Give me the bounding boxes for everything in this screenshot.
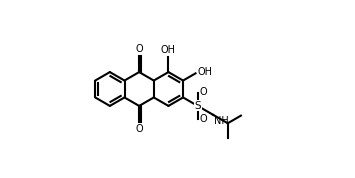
Text: O: O xyxy=(200,87,207,97)
Text: S: S xyxy=(195,101,201,111)
Text: OH: OH xyxy=(197,67,212,77)
Text: O: O xyxy=(135,44,143,54)
Text: NH: NH xyxy=(214,116,229,126)
Text: OH: OH xyxy=(161,45,176,55)
Text: O: O xyxy=(200,114,207,124)
Text: O: O xyxy=(135,124,143,134)
